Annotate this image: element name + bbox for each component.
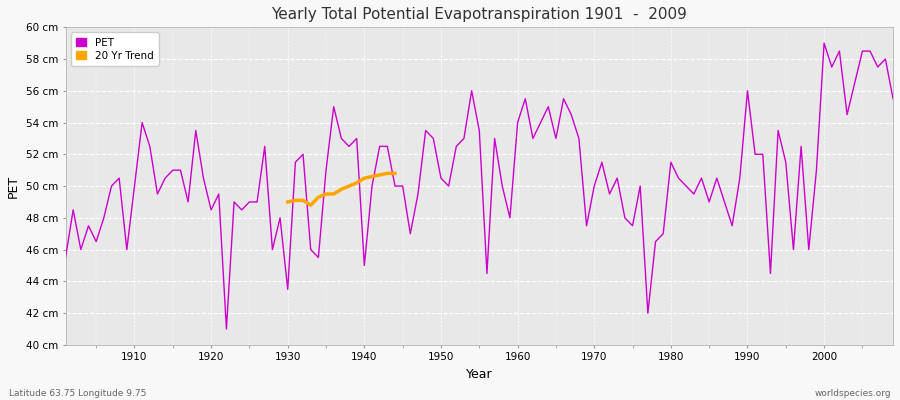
X-axis label: Year: Year (466, 368, 492, 381)
Title: Yearly Total Potential Evapotranspiration 1901  -  2009: Yearly Total Potential Evapotranspiratio… (271, 7, 688, 22)
Text: worldspecies.org: worldspecies.org (814, 389, 891, 398)
Legend: PET, 20 Yr Trend: PET, 20 Yr Trend (71, 32, 158, 66)
Y-axis label: PET: PET (7, 174, 20, 198)
Text: Latitude 63.75 Longitude 9.75: Latitude 63.75 Longitude 9.75 (9, 389, 147, 398)
